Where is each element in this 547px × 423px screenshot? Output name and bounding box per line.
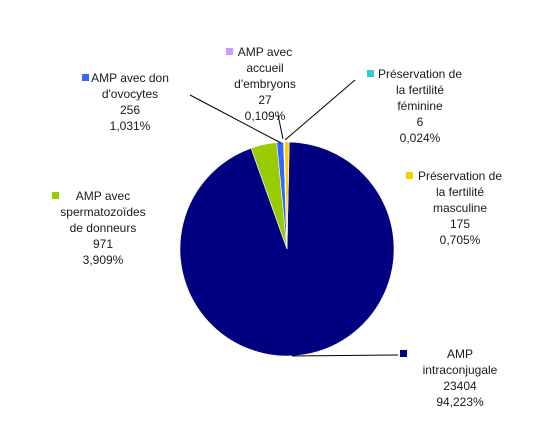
slice-label-line-2-0: AMP avec don (91, 71, 169, 85)
slice-label-line-1-0: AMP avec (76, 189, 130, 203)
pie-slices (179, 141, 395, 357)
slice-label-line-3-0: AMP avec (238, 45, 292, 59)
leader-line-3 (277, 114, 284, 140)
slice-percent-1: 3,909% (83, 253, 124, 267)
slice-value-3: 27 (258, 93, 272, 107)
legend-marker-5 (406, 172, 413, 179)
slice-percent-4: 0,024% (400, 131, 441, 145)
leader-line-4 (284, 79, 356, 141)
leader-line-2 (189, 94, 282, 144)
slice-value-1: 971 (93, 237, 113, 251)
slice-percent-5: 0,705% (440, 233, 481, 247)
legend-marker-2 (82, 74, 89, 81)
slice-label-line-1-1: spermatozoïdes (60, 205, 145, 219)
slice-value-0: 23404 (443, 379, 477, 393)
leader-lines (189, 79, 399, 357)
slice-label-line-4-1: la fertilité (396, 83, 444, 97)
slice-label-line-5-1: la fertilité (436, 185, 484, 199)
legend-marker-0 (400, 350, 407, 357)
slice-percent-0: 94,223% (436, 395, 484, 409)
slice-label-line-4-2: féminine (397, 99, 443, 113)
legend-marker-4 (367, 70, 374, 77)
slice-label-line-0-1: intraconjugale (423, 363, 498, 377)
slice-label-line-3-1: accueil (246, 61, 283, 75)
slice-labels: AMP intraconjugale 23404 94,223% AMP avec spe… (52, 45, 502, 409)
slice-label-line-4-0: Préservation de (378, 67, 462, 81)
slice-value-2: 256 (120, 103, 140, 117)
slice-value-4: 6 (417, 115, 424, 129)
leader-line-0 (291, 354, 399, 357)
slice-label-line-3-2: d'embryons (234, 77, 296, 91)
pie-slice-5 (284, 141, 290, 250)
slice-label-line-2-1: d'ovocytes (102, 87, 158, 101)
slice-percent-3: 0,109% (245, 109, 286, 123)
slice-label-line-5-2: masculine (433, 201, 487, 215)
slice-label-line-1-2: de donneurs (70, 221, 137, 235)
slice-value-5: 175 (450, 217, 470, 231)
slice-percent-2: 1,031% (110, 119, 151, 133)
slice-label-line-5-0: Préservation de (418, 169, 502, 183)
legend-marker-1 (52, 192, 59, 199)
slice-label-line-0-0: AMP (447, 347, 473, 361)
legend-marker-3 (226, 48, 233, 55)
